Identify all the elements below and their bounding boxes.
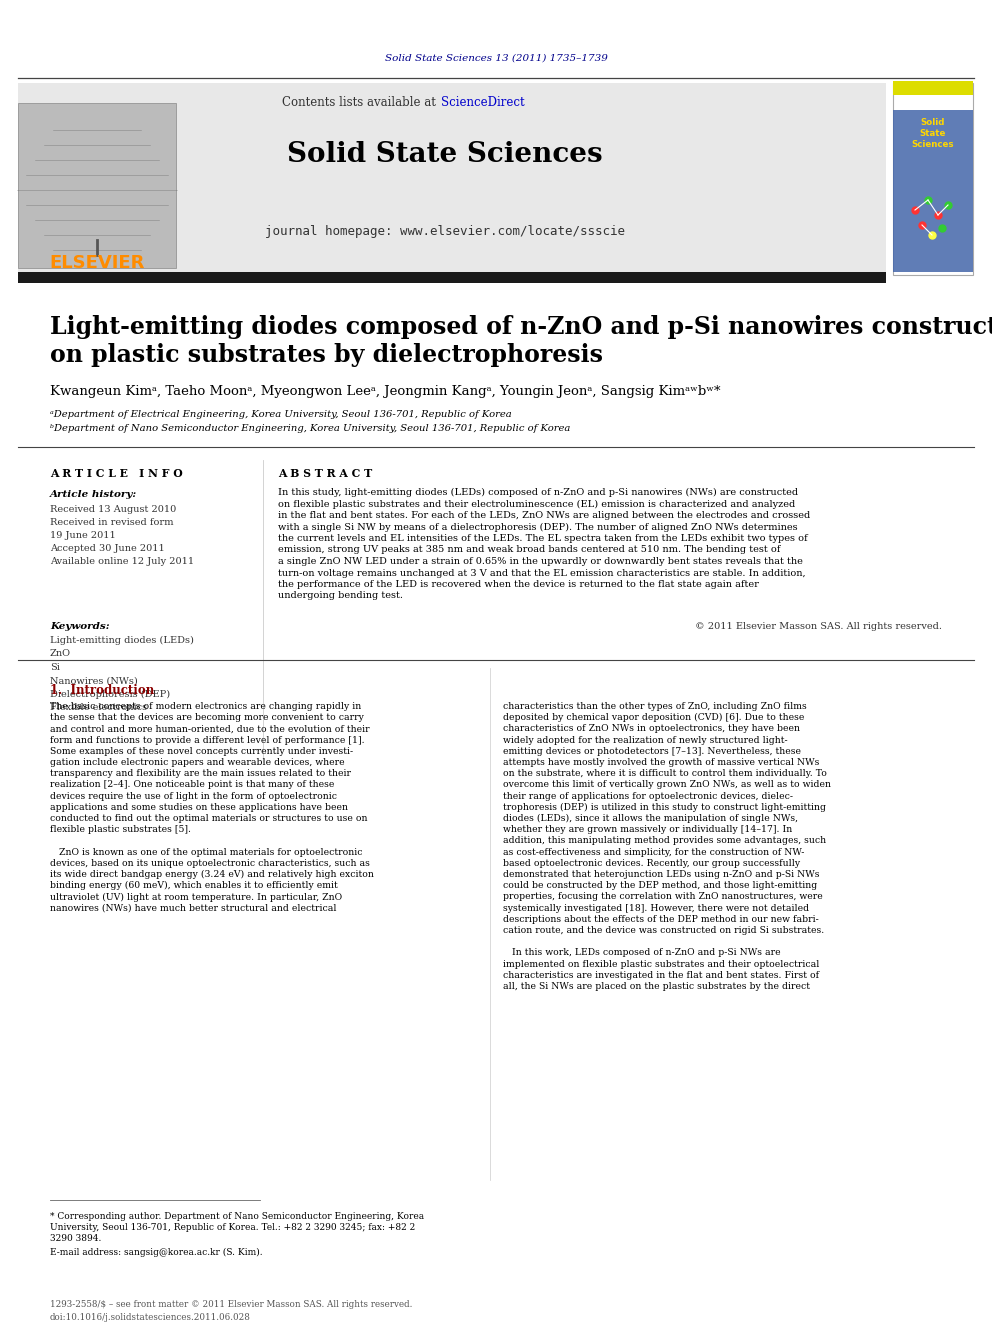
- Text: Some examples of these novel concepts currently under investi-: Some examples of these novel concepts cu…: [50, 746, 353, 755]
- Text: systemically investigated [18]. However, there were not detailed: systemically investigated [18]. However,…: [503, 904, 809, 913]
- Text: transparency and flexibility are the main issues related to their: transparency and flexibility are the mai…: [50, 769, 351, 778]
- Text: undergoing bending test.: undergoing bending test.: [278, 591, 403, 601]
- Text: gation include electronic papers and wearable devices, where: gation include electronic papers and wea…: [50, 758, 344, 767]
- Text: properties, focusing the correlation with ZnO nanostructures, were: properties, focusing the correlation wit…: [503, 893, 822, 901]
- Text: Contents lists available at: Contents lists available at: [283, 97, 440, 110]
- Text: form and functions to provide a different level of performance [1].: form and functions to provide a differen…: [50, 736, 365, 745]
- Text: ScienceDirect: ScienceDirect: [441, 97, 525, 110]
- Text: A R T I C L E   I N F O: A R T I C L E I N F O: [50, 468, 183, 479]
- Text: devices require the use of light in the form of optoelectronic: devices require the use of light in the …: [50, 791, 337, 800]
- Text: with a single Si NW by means of a dielectrophoresis (DEP). The number of aligned: with a single Si NW by means of a dielec…: [278, 523, 798, 532]
- Text: Keywords:: Keywords:: [50, 622, 110, 631]
- Text: ᵇDepartment of Nano Semiconductor Engineering, Korea University, Seoul 136-701, : ᵇDepartment of Nano Semiconductor Engine…: [50, 423, 570, 433]
- Text: descriptions about the effects of the DEP method in our new fabri-: descriptions about the effects of the DE…: [503, 914, 818, 923]
- Text: demonstrated that heterojunction LEDs using n-ZnO and p-Si NWs: demonstrated that heterojunction LEDs us…: [503, 871, 819, 878]
- Text: Solid State Sciences: Solid State Sciences: [288, 142, 603, 168]
- Text: their range of applications for optoelectronic devices, dielec-: their range of applications for optoelec…: [503, 791, 793, 800]
- Text: ᵃDepartment of Electrical Engineering, Korea University, Seoul 136-701, Republic: ᵃDepartment of Electrical Engineering, K…: [50, 410, 512, 419]
- Text: University, Seoul 136-701, Republic of Korea. Tel.: +82 2 3290 3245; fax: +82 2: University, Seoul 136-701, Republic of K…: [50, 1222, 416, 1232]
- Bar: [18, 273, 886, 283]
- Text: In this study, light-emitting diodes (LEDs) composed of n-ZnO and p-Si nanowires: In this study, light-emitting diodes (LE…: [278, 488, 799, 497]
- Text: E-mail address: sangsig@korea.ac.kr (S. Kim).: E-mail address: sangsig@korea.ac.kr (S. …: [50, 1248, 263, 1257]
- Text: turn-on voltage remains unchanged at 3 V and that the EL emission characteristic: turn-on voltage remains unchanged at 3 V…: [278, 569, 806, 578]
- Text: flexible plastic substrates [5].: flexible plastic substrates [5].: [50, 826, 191, 835]
- Text: characteristics than the other types of ZnO, including ZnO films: characteristics than the other types of …: [503, 703, 806, 710]
- Text: Nanowires (NWs): Nanowires (NWs): [50, 676, 138, 685]
- Text: Kwangeun Kimᵃ, Taeho Moonᵃ, Myeongwon Leeᵃ, Jeongmin Kangᵃ, Youngin Jeonᵃ, Sangs: Kwangeun Kimᵃ, Taeho Moonᵃ, Myeongwon Le…: [50, 385, 720, 398]
- Text: Flexible electronics: Flexible electronics: [50, 704, 147, 713]
- Text: as cost-effectiveness and simplicity, for the construction of NW-: as cost-effectiveness and simplicity, fo…: [503, 848, 805, 856]
- Text: ZnO is known as one of the optimal materials for optoelectronic: ZnO is known as one of the optimal mater…: [50, 848, 362, 856]
- Bar: [18, 83, 886, 275]
- Text: A B S T R A C T: A B S T R A C T: [278, 468, 372, 479]
- Bar: [893, 81, 973, 95]
- Text: Received in revised form: Received in revised form: [50, 519, 174, 527]
- Text: in the flat and bent states. For each of the LEDs, ZnO NWs are aligned between t: in the flat and bent states. For each of…: [278, 511, 810, 520]
- Text: on flexible plastic substrates and their electroluminescence (EL) emission is ch: on flexible plastic substrates and their…: [278, 500, 796, 508]
- Text: Light-emitting diodes composed of n-ZnO and p-Si nanowires constructed: Light-emitting diodes composed of n-ZnO …: [50, 315, 992, 339]
- Text: trophoresis (DEP) is utilized in this study to construct light-emitting: trophoresis (DEP) is utilized in this st…: [503, 803, 826, 812]
- Text: attempts have mostly involved the growth of massive vertical NWs: attempts have mostly involved the growth…: [503, 758, 819, 767]
- Text: Solid
State
Sciences: Solid State Sciences: [912, 118, 954, 149]
- Text: the performance of the LED is recovered when the device is returned to the flat : the performance of the LED is recovered …: [278, 579, 759, 589]
- Text: Available online 12 July 2011: Available online 12 July 2011: [50, 557, 194, 566]
- Text: realization [2–4]. One noticeable point is that many of these: realization [2–4]. One noticeable point …: [50, 781, 334, 790]
- Text: Dielectrophoresis (DEP): Dielectrophoresis (DEP): [50, 691, 170, 699]
- Text: Light-emitting diodes (LEDs): Light-emitting diodes (LEDs): [50, 636, 193, 646]
- Text: In this work, LEDs composed of n-ZnO and p-Si NWs are: In this work, LEDs composed of n-ZnO and…: [503, 949, 781, 958]
- Text: emission, strong UV peaks at 385 nm and weak broad bands centered at 510 nm. The: emission, strong UV peaks at 385 nm and …: [278, 545, 781, 554]
- Text: devices, based on its unique optoelectronic characteristics, such as: devices, based on its unique optoelectro…: [50, 859, 370, 868]
- Text: the current levels and EL intensities of the LEDs. The EL spectra taken from the: the current levels and EL intensities of…: [278, 534, 807, 542]
- Text: widely adopted for the realization of newly structured light-: widely adopted for the realization of ne…: [503, 736, 788, 745]
- Text: characteristics are investigated in the flat and bent states. First of: characteristics are investigated in the …: [503, 971, 819, 980]
- Text: Received 13 August 2010: Received 13 August 2010: [50, 505, 177, 515]
- Text: based optoelectronic devices. Recently, our group successfully: based optoelectronic devices. Recently, …: [503, 859, 801, 868]
- Text: implemented on flexible plastic substrates and their optoelectrical: implemented on flexible plastic substrat…: [503, 959, 819, 968]
- Text: emitting devices or photodetectors [7–13]. Nevertheless, these: emitting devices or photodetectors [7–13…: [503, 746, 801, 755]
- Text: the sense that the devices are becoming more convenient to carry: the sense that the devices are becoming …: [50, 713, 364, 722]
- Text: on the substrate, where it is difficult to control them individually. To: on the substrate, where it is difficult …: [503, 769, 827, 778]
- Text: Accepted 30 June 2011: Accepted 30 June 2011: [50, 544, 165, 553]
- Text: all, the Si NWs are placed on the plastic substrates by the direct: all, the Si NWs are placed on the plasti…: [503, 982, 810, 991]
- Bar: [18, 103, 176, 269]
- Text: nanowires (NWs) have much better structural and electrical: nanowires (NWs) have much better structu…: [50, 904, 336, 913]
- Text: and control and more human-oriented, due to the evolution of their: and control and more human-oriented, due…: [50, 725, 370, 733]
- Text: could be constructed by the DEP method, and those light-emitting: could be constructed by the DEP method, …: [503, 881, 817, 890]
- Text: ZnO: ZnO: [50, 650, 71, 659]
- Text: ultraviolet (UV) light at room temperature. In particular, ZnO: ultraviolet (UV) light at room temperatu…: [50, 893, 342, 901]
- Text: whether they are grown massively or individually [14–17]. In: whether they are grown massively or indi…: [503, 826, 793, 835]
- Text: applications and some studies on these applications have been: applications and some studies on these a…: [50, 803, 348, 812]
- Text: overcome this limit of vertically grown ZnO NWs, as well as to widen: overcome this limit of vertically grown …: [503, 781, 831, 790]
- Text: 1293-2558/$ – see front matter © 2011 Elsevier Masson SAS. All rights reserved.: 1293-2558/$ – see front matter © 2011 El…: [50, 1301, 413, 1308]
- Text: its wide direct bandgap energy (3.24 eV) and relatively high exciton: its wide direct bandgap energy (3.24 eV)…: [50, 871, 374, 878]
- Text: 1.  Introduction: 1. Introduction: [50, 684, 154, 697]
- Text: The basic concepts of modern electronics are changing rapidly in: The basic concepts of modern electronics…: [50, 703, 361, 710]
- Text: journal homepage: www.elsevier.com/locate/ssscie: journal homepage: www.elsevier.com/locat…: [265, 225, 625, 238]
- Text: deposited by chemical vapor deposition (CVD) [6]. Due to these: deposited by chemical vapor deposition (…: [503, 713, 805, 722]
- Text: 19 June 2011: 19 June 2011: [50, 531, 116, 540]
- Text: ELSEVIER: ELSEVIER: [50, 254, 145, 273]
- Text: characteristics of ZnO NWs in optoelectronics, they have been: characteristics of ZnO NWs in optoelectr…: [503, 725, 800, 733]
- Text: Article history:: Article history:: [50, 490, 137, 499]
- Text: addition, this manipulating method provides some advantages, such: addition, this manipulating method provi…: [503, 836, 826, 845]
- Text: © 2011 Elsevier Masson SAS. All rights reserved.: © 2011 Elsevier Masson SAS. All rights r…: [695, 622, 942, 631]
- Text: 3290 3894.: 3290 3894.: [50, 1234, 101, 1244]
- Text: doi:10.1016/j.solidstatesciences.2011.06.028: doi:10.1016/j.solidstatesciences.2011.06…: [50, 1312, 251, 1322]
- Text: diodes (LEDs), since it allows the manipulation of single NWs,: diodes (LEDs), since it allows the manip…: [503, 814, 798, 823]
- Bar: [893, 110, 973, 273]
- Text: * Corresponding author. Department of Nano Semiconductor Engineering, Korea: * Corresponding author. Department of Na…: [50, 1212, 425, 1221]
- Text: Solid State Sciences 13 (2011) 1735–1739: Solid State Sciences 13 (2011) 1735–1739: [385, 53, 607, 62]
- Text: on plastic substrates by dielectrophoresis: on plastic substrates by dielectrophores…: [50, 343, 603, 366]
- Text: a single ZnO NW LED under a strain of 0.65% in the upwardly or downwardly bent s: a single ZnO NW LED under a strain of 0.…: [278, 557, 803, 566]
- Text: conducted to find out the optimal materials or structures to use on: conducted to find out the optimal materi…: [50, 814, 367, 823]
- Text: binding energy (60 meV), which enables it to efficiently emit: binding energy (60 meV), which enables i…: [50, 881, 337, 890]
- Bar: [893, 83, 973, 275]
- Text: Si: Si: [50, 663, 60, 672]
- Text: cation route, and the device was constructed on rigid Si substrates.: cation route, and the device was constru…: [503, 926, 824, 935]
